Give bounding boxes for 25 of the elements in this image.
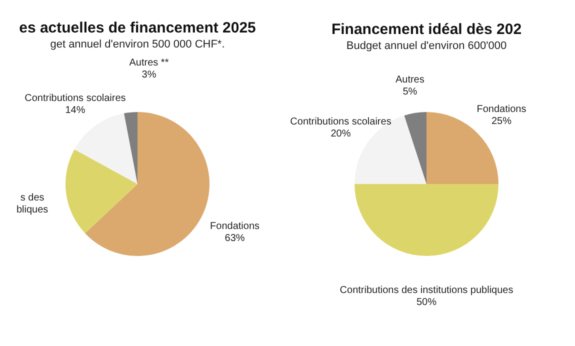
chart-title: es actuelles de financement 2025	[19, 20, 256, 37]
slice-label: Fondations	[210, 221, 260, 232]
data-label: 25%	[491, 116, 512, 128]
pie-slice	[74, 113, 138, 184]
data-label: 63%	[224, 233, 245, 244]
data-label: 50%	[416, 297, 437, 308]
slice-label: s des bliques	[16, 192, 48, 216]
slice-label: Fondations	[476, 104, 526, 116]
slice-label: Autres **	[129, 58, 169, 69]
pie-slice	[124, 112, 138, 184]
slice-label: Autres	[395, 74, 424, 86]
chart-subtitle: Budget annuel d'environ 600'000	[346, 40, 507, 52]
pie-slice	[85, 112, 210, 256]
data-label: 20%	[330, 128, 351, 140]
data-label: 14%	[65, 105, 86, 116]
slice-label: Contributions des institutions publiques	[340, 285, 514, 296]
chart-subtitle: get annuel d'environ 500 000 CHF*.	[50, 38, 225, 51]
data-label: 3%	[142, 70, 156, 81]
pie-slice	[66, 149, 138, 234]
chart-title: Financement idéal dès 202	[331, 21, 522, 38]
data-label: 5%	[402, 86, 418, 98]
slice-label: Contributions scolaires	[290, 116, 392, 128]
slice-label: Contributions scolaires	[24, 93, 126, 104]
pie-slice	[354, 184, 498, 256]
pie-slice	[404, 112, 426, 184]
